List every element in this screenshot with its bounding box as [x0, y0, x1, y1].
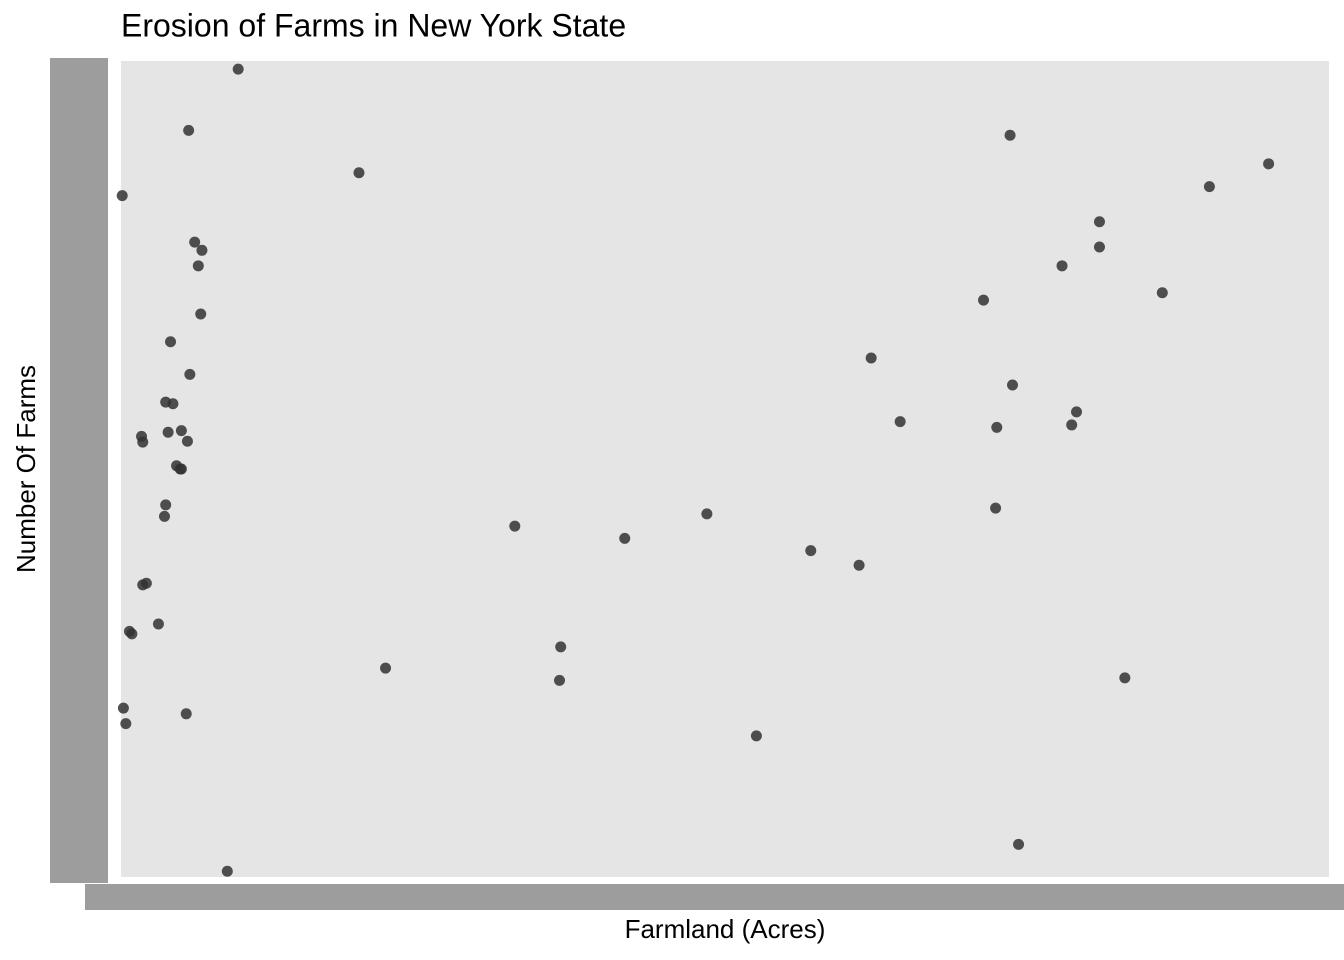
- point: [894, 416, 906, 428]
- y-tick-label-clutter: [50, 58, 108, 883]
- point: [162, 426, 174, 438]
- point: [152, 618, 164, 630]
- point: [189, 236, 201, 248]
- point: [853, 559, 865, 571]
- point: [183, 124, 195, 136]
- point: [701, 508, 713, 520]
- point: [978, 294, 990, 306]
- point: [137, 579, 149, 591]
- chart-title: Erosion of Farms in New York State: [121, 7, 626, 43]
- point: [1119, 672, 1131, 684]
- point: [555, 641, 567, 653]
- point: [380, 662, 392, 674]
- point: [1013, 838, 1025, 850]
- point: [805, 545, 817, 557]
- point: [117, 702, 129, 714]
- point: [120, 718, 132, 730]
- point: [196, 244, 208, 256]
- x-axis-label: Farmland (Acres): [625, 914, 826, 944]
- point: [158, 510, 170, 522]
- point: [192, 260, 204, 272]
- point: [126, 628, 138, 640]
- point: [181, 435, 193, 447]
- point: [160, 499, 172, 511]
- point: [353, 167, 365, 179]
- point: [750, 730, 762, 742]
- point: [1066, 419, 1078, 431]
- point: [137, 436, 149, 448]
- point: [1156, 287, 1168, 299]
- point: [1203, 181, 1215, 193]
- x-tick-label-clutter: [85, 884, 1344, 910]
- point: [1004, 129, 1016, 141]
- point: [221, 865, 233, 877]
- point: [165, 336, 177, 348]
- point: [554, 674, 566, 686]
- point: [116, 190, 128, 202]
- point: [1056, 260, 1068, 272]
- point: [990, 502, 1002, 514]
- point: [1093, 241, 1105, 253]
- plot-panel: [121, 61, 1329, 877]
- y-axis-label: Number Of Farms: [11, 365, 41, 573]
- point: [175, 425, 187, 437]
- point: [167, 398, 179, 410]
- point: [1007, 379, 1019, 391]
- point: [184, 368, 196, 380]
- point: [619, 532, 631, 544]
- point: [865, 352, 877, 364]
- point: [175, 463, 187, 475]
- point: [232, 63, 244, 75]
- point: [180, 708, 192, 720]
- point: [1093, 216, 1105, 228]
- point: [195, 308, 207, 320]
- point: [1263, 158, 1275, 170]
- point: [991, 421, 1003, 433]
- point: [509, 520, 521, 532]
- point: [1071, 406, 1083, 418]
